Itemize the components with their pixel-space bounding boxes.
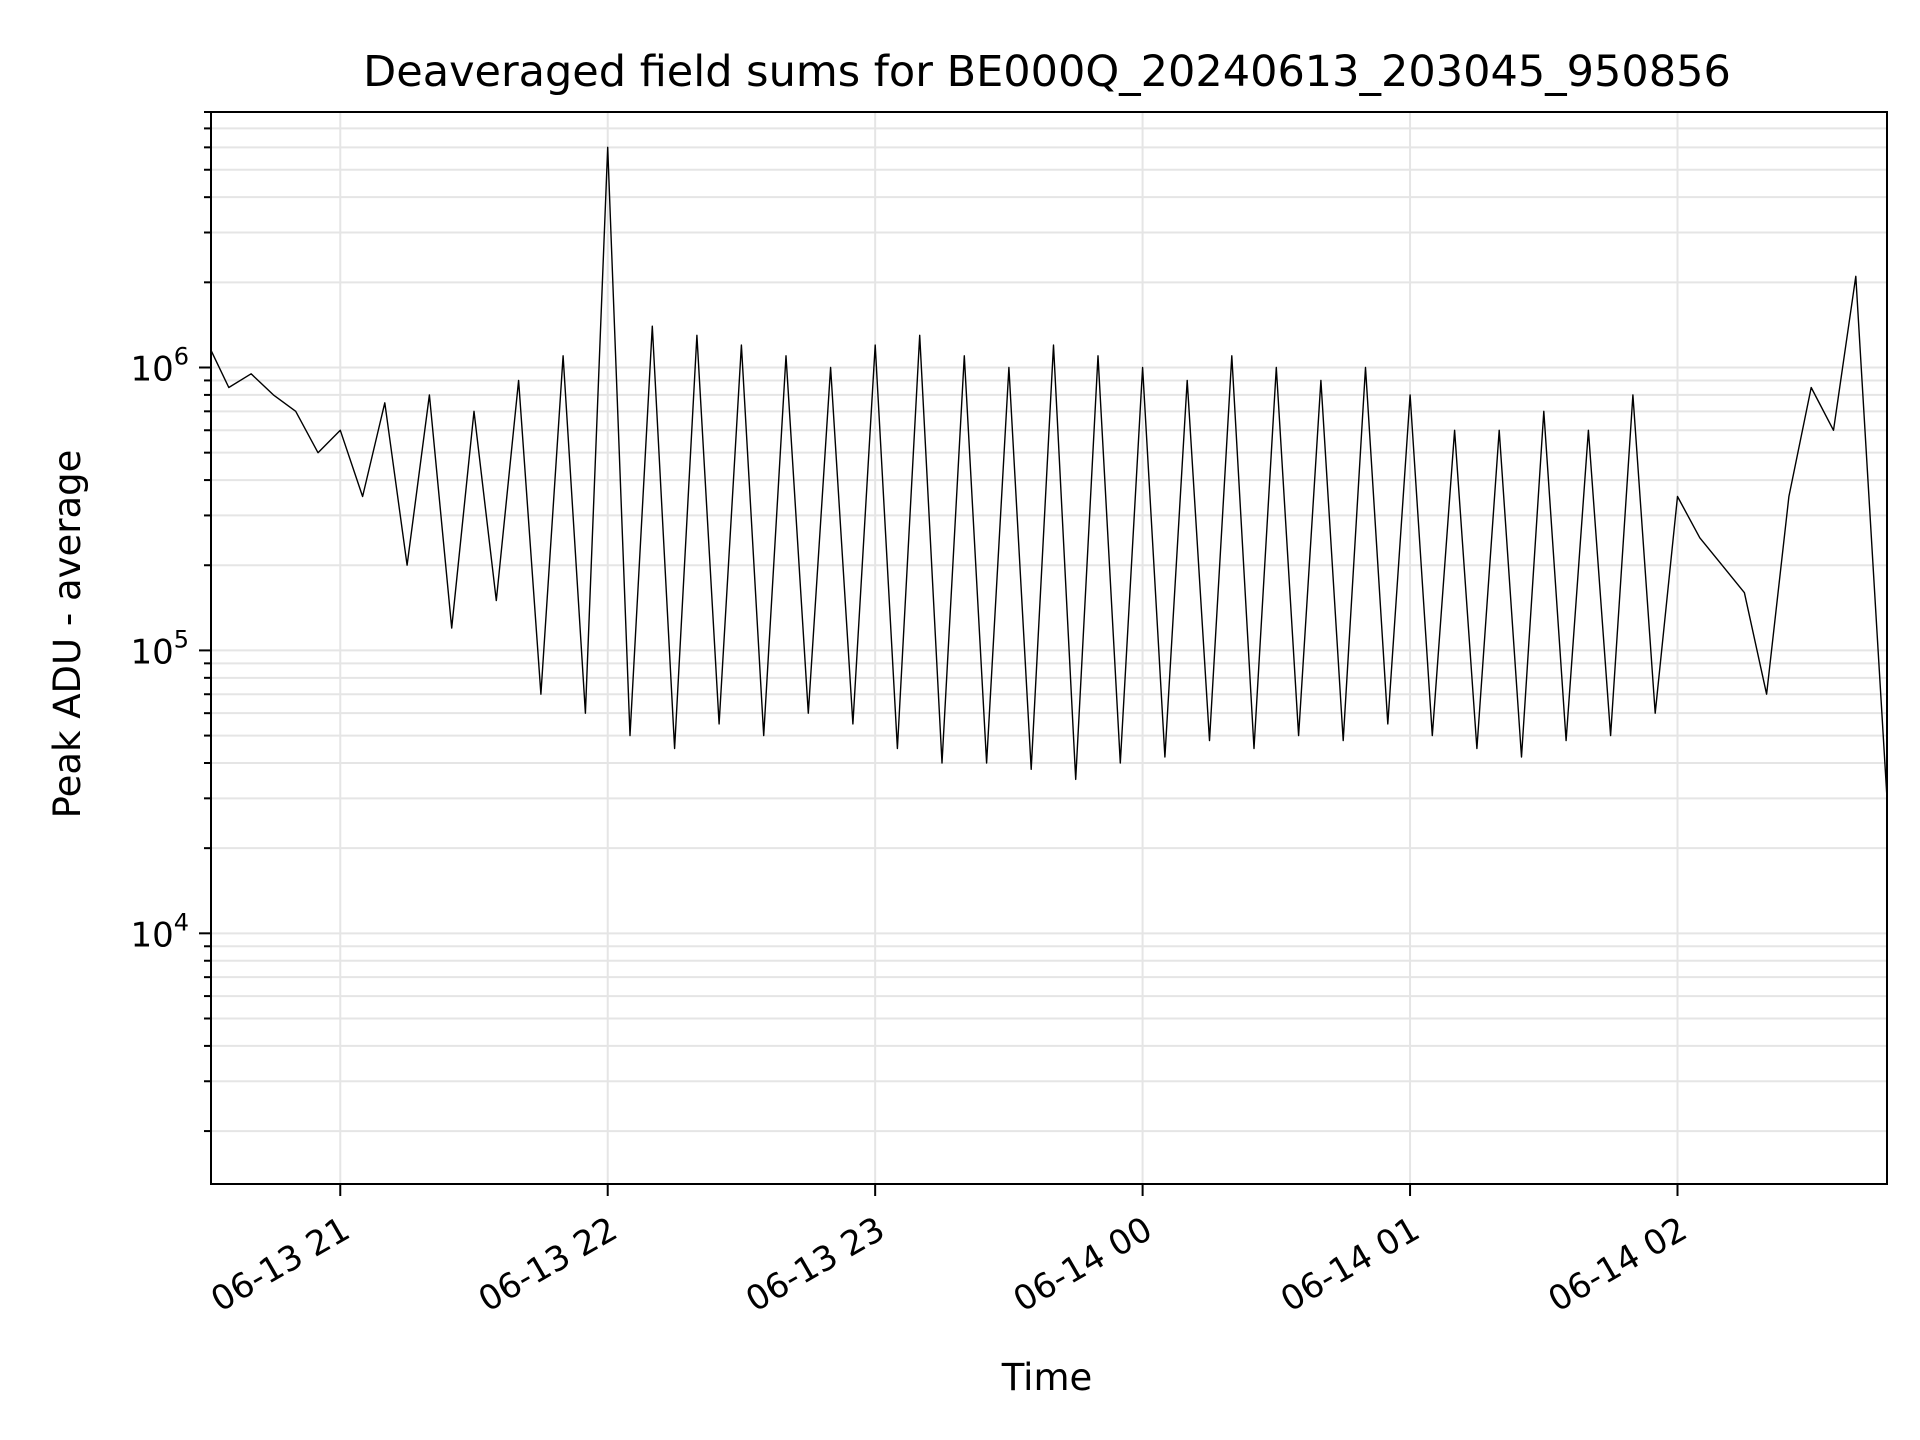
y-axis: 104 105 106 xyxy=(130,111,211,1133)
y-tick-label: 104 xyxy=(130,908,189,955)
series-line-0 xyxy=(210,146,1888,799)
series-layer xyxy=(210,146,1888,799)
y-axis-label: Peak ADU - average xyxy=(46,450,89,819)
plot-frame xyxy=(210,111,1888,1185)
y-tick-label: 105 xyxy=(130,625,189,672)
grid-lines xyxy=(211,111,1887,1184)
x-axis-label: Time xyxy=(1001,1356,1093,1399)
chart-title: Deaveraged field sums for BE000Q_2024061… xyxy=(363,47,1731,97)
y-tick-label: 106 xyxy=(130,342,189,389)
